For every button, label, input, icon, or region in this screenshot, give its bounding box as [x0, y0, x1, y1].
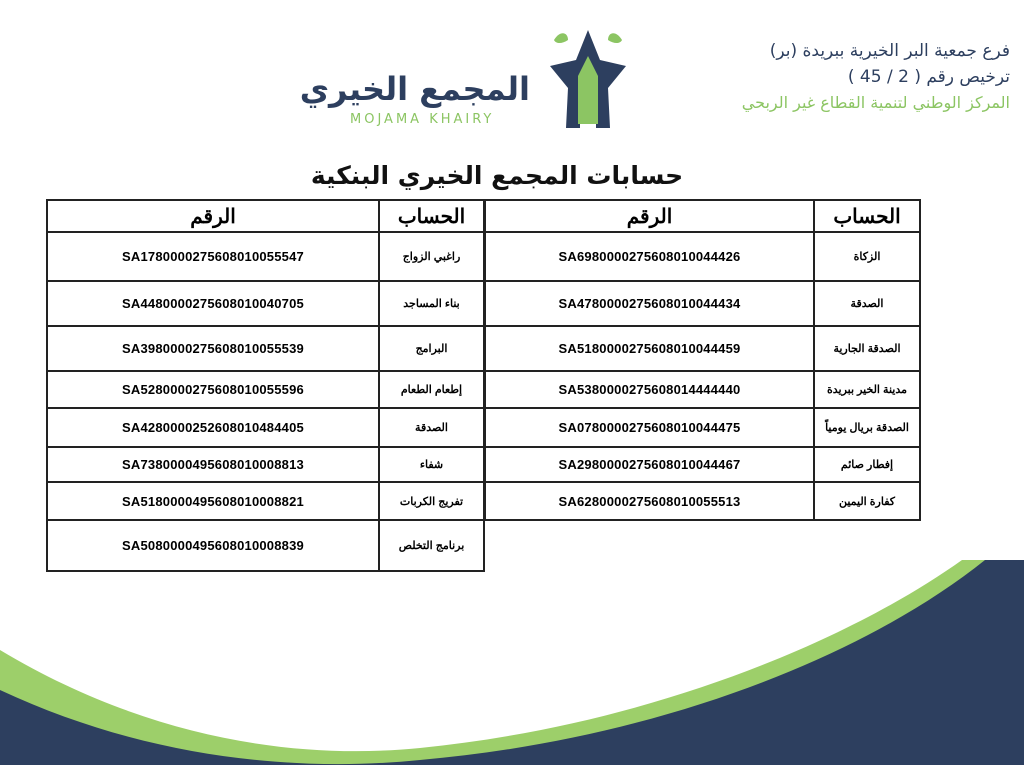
account-number: SA3980000275608010055539: [46, 325, 380, 372]
account-number: SA4480000275608010040705: [46, 280, 380, 327]
logo-name-latin: MOJAMA KHAIRY: [350, 112, 495, 127]
account-number: SA2980000275608010044467: [484, 446, 815, 483]
table-row: الصدقة SA4780000275608010044434: [484, 280, 921, 327]
account-name: الصدقة الجارية: [813, 325, 921, 372]
account-name: الصدقة: [813, 280, 921, 327]
table-row: شفاء SA7380000495608010008813: [46, 446, 485, 483]
table-header-row: الحساب الرقم: [46, 199, 485, 233]
national-center-text: المركز الوطني لتنمية القطاع غير الربحي: [741, 93, 1010, 112]
table-row: الصدقة بريال يومياً SA0780000275608010044…: [484, 407, 921, 448]
account-number: SA5180000495608010008821: [46, 481, 380, 521]
table-header-row: الحساب الرقم: [484, 199, 921, 233]
account-name: كفارة اليمين: [813, 481, 921, 521]
account-name: تفريج الكربات: [378, 481, 485, 521]
account-number: SA4780000275608010044434: [484, 280, 815, 327]
account-number: SA5380000275608014444440: [484, 370, 815, 409]
branch-name: فرع جمعية البر الخيرية ببريدة (بر): [769, 41, 1010, 61]
account-name: برنامج التخلص: [378, 519, 485, 572]
table-row: بناء المساجد SA4480000275608010040705: [46, 280, 485, 327]
account-number: SA6280000275608010055513: [484, 481, 815, 521]
account-name: شفاء: [378, 446, 485, 483]
column-header-number: الرقم: [46, 199, 380, 233]
account-name: الزكاة: [813, 231, 921, 282]
table-row: إفطار صائم SA2980000275608010044467: [484, 446, 921, 483]
account-number: SA4280000252608010484405: [46, 407, 380, 448]
account-name: بناء المساجد: [378, 280, 485, 327]
account-name: الصدقة بريال يومياً: [813, 407, 921, 448]
logo-emblem-icon: [550, 30, 626, 128]
table-row: مدينة الخير ببريدة SA53800002756080144444…: [484, 370, 921, 409]
table-row: الزكاة SA6980000275608010044426: [484, 231, 921, 282]
logo-name-arabic: المجمع الخيري: [299, 70, 530, 108]
accounts-table-right: الحساب الرقم الزكاة SA6980000275608010044…: [484, 199, 921, 521]
account-number: SA5280000275608010055596: [46, 370, 380, 409]
account-number: SA0780000275608010044475: [484, 407, 815, 448]
accounts-table-left: الحساب الرقم راغبي الزواج SA1780000275608…: [46, 199, 485, 572]
table-row: راغبي الزواج SA1780000275608010055547: [46, 231, 485, 282]
table-row: البرامج SA3980000275608010055539: [46, 325, 485, 372]
column-header-number: الرقم: [484, 199, 815, 233]
account-number: SA7380000495608010008813: [46, 446, 380, 483]
license-number: ترخيص رقم ( 2 / 45 ): [847, 67, 1010, 87]
account-number: SA5080000495608010008839: [46, 519, 380, 572]
table-row: كفارة اليمين SA6280000275608010055513: [484, 481, 921, 521]
account-name: البرامج: [378, 325, 485, 372]
account-name: إطعام الطعام: [378, 370, 485, 409]
page-title: حسابات المجمع الخيري البنكية: [310, 161, 684, 190]
account-name: راغبي الزواج: [378, 231, 485, 282]
table-row: تفريج الكربات SA5180000495608010008821: [46, 481, 485, 521]
column-header-account: الحساب: [813, 199, 921, 233]
account-name: إفطار صائم: [813, 446, 921, 483]
column-header-account: الحساب: [378, 199, 485, 233]
table-row: الصدقة الجارية SA5180000275608010044459: [484, 325, 921, 372]
table-row: الصدقة SA4280000252608010484405: [46, 407, 485, 448]
account-name: مدينة الخير ببريدة: [813, 370, 921, 409]
account-number: SA1780000275608010055547: [46, 231, 380, 282]
table-row: إطعام الطعام SA5280000275608010055596: [46, 370, 485, 409]
table-row: برنامج التخلص SA5080000495608010008839: [46, 519, 485, 572]
account-name: الصدقة: [378, 407, 485, 448]
account-number: SA5180000275608010044459: [484, 325, 815, 372]
account-number: SA6980000275608010044426: [484, 231, 815, 282]
